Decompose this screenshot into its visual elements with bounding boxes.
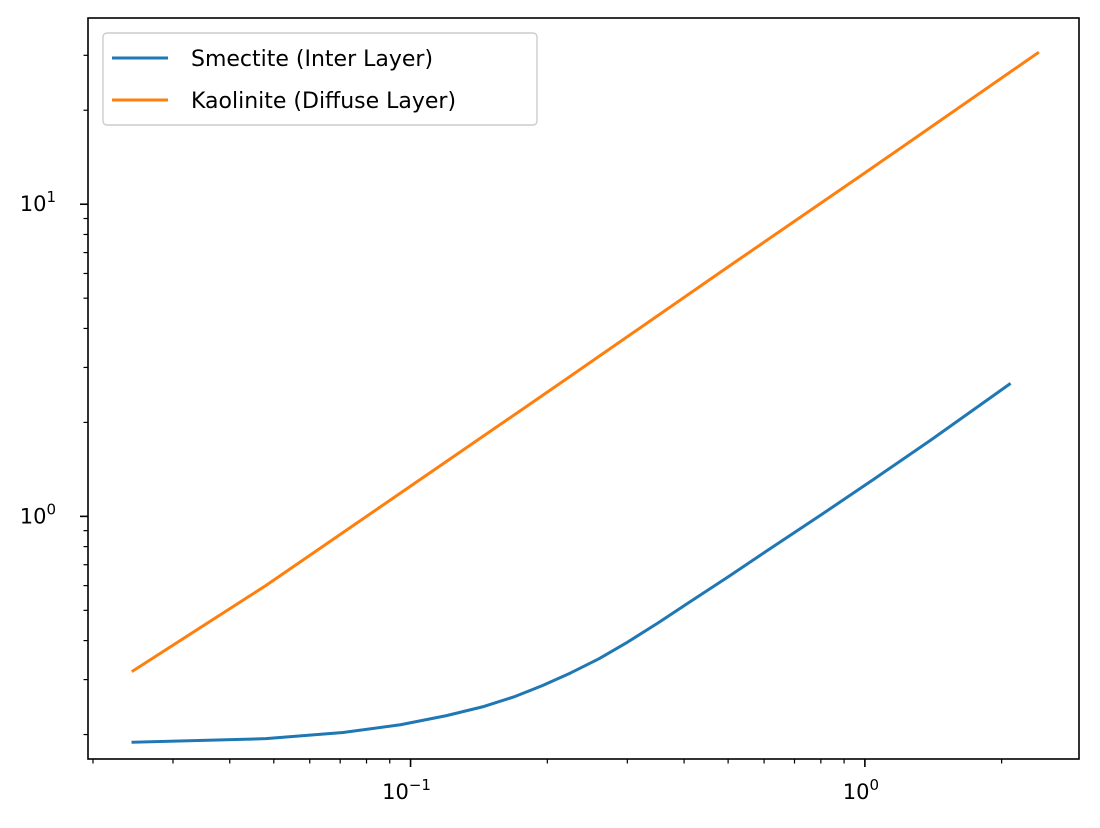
series-line-1 — [130, 50, 1040, 673]
legend: Smectite (Inter Layer) Kaolinite (Diffuse… — [102, 32, 538, 126]
legend-label-0: Smectite (Inter Layer) — [191, 47, 433, 72]
plot-area — [88, 18, 1079, 759]
legend-label-1: Kaolinite (Diffuse Layer) — [191, 89, 456, 114]
legend-box — [102, 32, 538, 126]
series-line-0 — [131, 382, 1012, 744]
axes-frame — [87, 17, 1080, 760]
series-layer — [130, 50, 1040, 744]
